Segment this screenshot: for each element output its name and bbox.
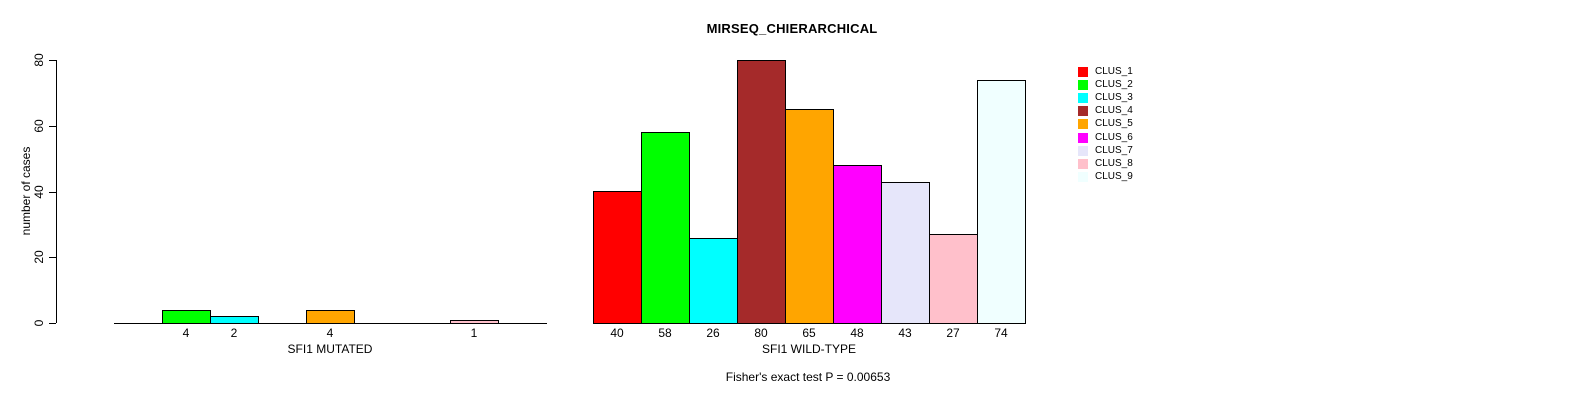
fisher-test-note: Fisher's exact test P = 0.00653 (725, 370, 891, 384)
bar-clus_3-2 (210, 316, 259, 324)
legend-label: CLUS_8 (1095, 158, 1133, 169)
legend-item-clus_4: CLUS_4 (1078, 105, 1133, 116)
legend-label: CLUS_5 (1095, 118, 1133, 129)
legend-swatch-clus_3 (1078, 92, 1088, 103)
bar-clus_5-65 (785, 109, 834, 324)
legend-item-clus_9: CLUS_9 (1078, 171, 1133, 182)
bar-clus_8-1 (450, 320, 499, 324)
group-label-wild-type: SFI1 WILD-TYPE (761, 342, 857, 356)
bar-value-label: 74 (994, 326, 1008, 340)
bar-value-label: 4 (326, 326, 334, 340)
y-axis-line (56, 60, 57, 323)
legend-swatch-clus_9 (1078, 171, 1088, 182)
bar-value-label: 4 (182, 326, 190, 340)
legend-item-clus_6: CLUS_6 (1078, 132, 1133, 143)
group-label-mutated: SFI1 MUTATED (287, 342, 373, 356)
bar-value-label: 40 (610, 326, 624, 340)
legend-swatch-clus_1 (1078, 66, 1088, 77)
bar-clus_8-27 (929, 234, 978, 324)
bar-clus_6-48 (833, 165, 882, 324)
bar-value-label: 65 (802, 326, 816, 340)
y-tick-mark (49, 257, 56, 258)
bar-clus_9-74 (977, 80, 1026, 324)
legend-label: CLUS_6 (1095, 132, 1133, 143)
y-tick-label: 60 (32, 119, 46, 133)
y-tick-mark (49, 126, 56, 127)
bar-value-label: 27 (946, 326, 960, 340)
bar-clus_2-4 (162, 310, 211, 324)
bar-value-label: 58 (658, 326, 672, 340)
legend-label: CLUS_3 (1095, 92, 1133, 103)
y-axis-title: number of cases (19, 146, 33, 236)
legend-item-clus_3: CLUS_3 (1078, 92, 1133, 103)
bar-value-label: 26 (706, 326, 720, 340)
bar-value-label: 43 (898, 326, 912, 340)
y-tick-mark (49, 323, 56, 324)
bar-clus_1-40 (593, 191, 642, 324)
bar-clus_5-4 (306, 310, 355, 324)
legend-swatch-clus_8 (1078, 158, 1088, 169)
legend-label: CLUS_9 (1095, 171, 1133, 182)
y-tick-mark (49, 192, 56, 193)
legend-swatch-clus_2 (1078, 79, 1088, 90)
legend-item-clus_2: CLUS_2 (1078, 79, 1133, 90)
bar-value-label: 2 (230, 326, 238, 340)
legend-label: CLUS_4 (1095, 105, 1133, 116)
bar-value-label: 48 (850, 326, 864, 340)
legend-item-clus_7: CLUS_7 (1078, 145, 1133, 156)
y-tick-mark (49, 60, 56, 61)
legend-label: CLUS_7 (1095, 145, 1133, 156)
legend-item-clus_1: CLUS_1 (1078, 66, 1133, 77)
bar-value-label: 80 (754, 326, 768, 340)
legend-item-clus_5: CLUS_5 (1078, 118, 1133, 129)
bar-clus_2-58 (641, 132, 690, 324)
bar-clus_4-80 (737, 60, 786, 324)
bar-clus_7-43 (881, 182, 930, 324)
legend-swatch-clus_5 (1078, 118, 1088, 129)
y-tick-label: 40 (32, 185, 46, 199)
bar-clus_3-26 (689, 238, 738, 324)
bar-value-label: 1 (470, 326, 478, 340)
y-tick-label: 80 (32, 53, 46, 67)
legend-label: CLUS_1 (1095, 66, 1133, 77)
legend-item-clus_8: CLUS_8 (1078, 158, 1133, 169)
legend-swatch-clus_7 (1078, 145, 1088, 156)
legend-label: CLUS_2 (1095, 79, 1133, 90)
y-tick-label: 0 (32, 319, 46, 327)
chart-title: MIRSEQ_CHIERARCHICAL (706, 21, 878, 36)
legend-swatch-clus_4 (1078, 105, 1088, 116)
legend-swatch-clus_6 (1078, 132, 1088, 143)
y-tick-label: 20 (32, 250, 46, 264)
